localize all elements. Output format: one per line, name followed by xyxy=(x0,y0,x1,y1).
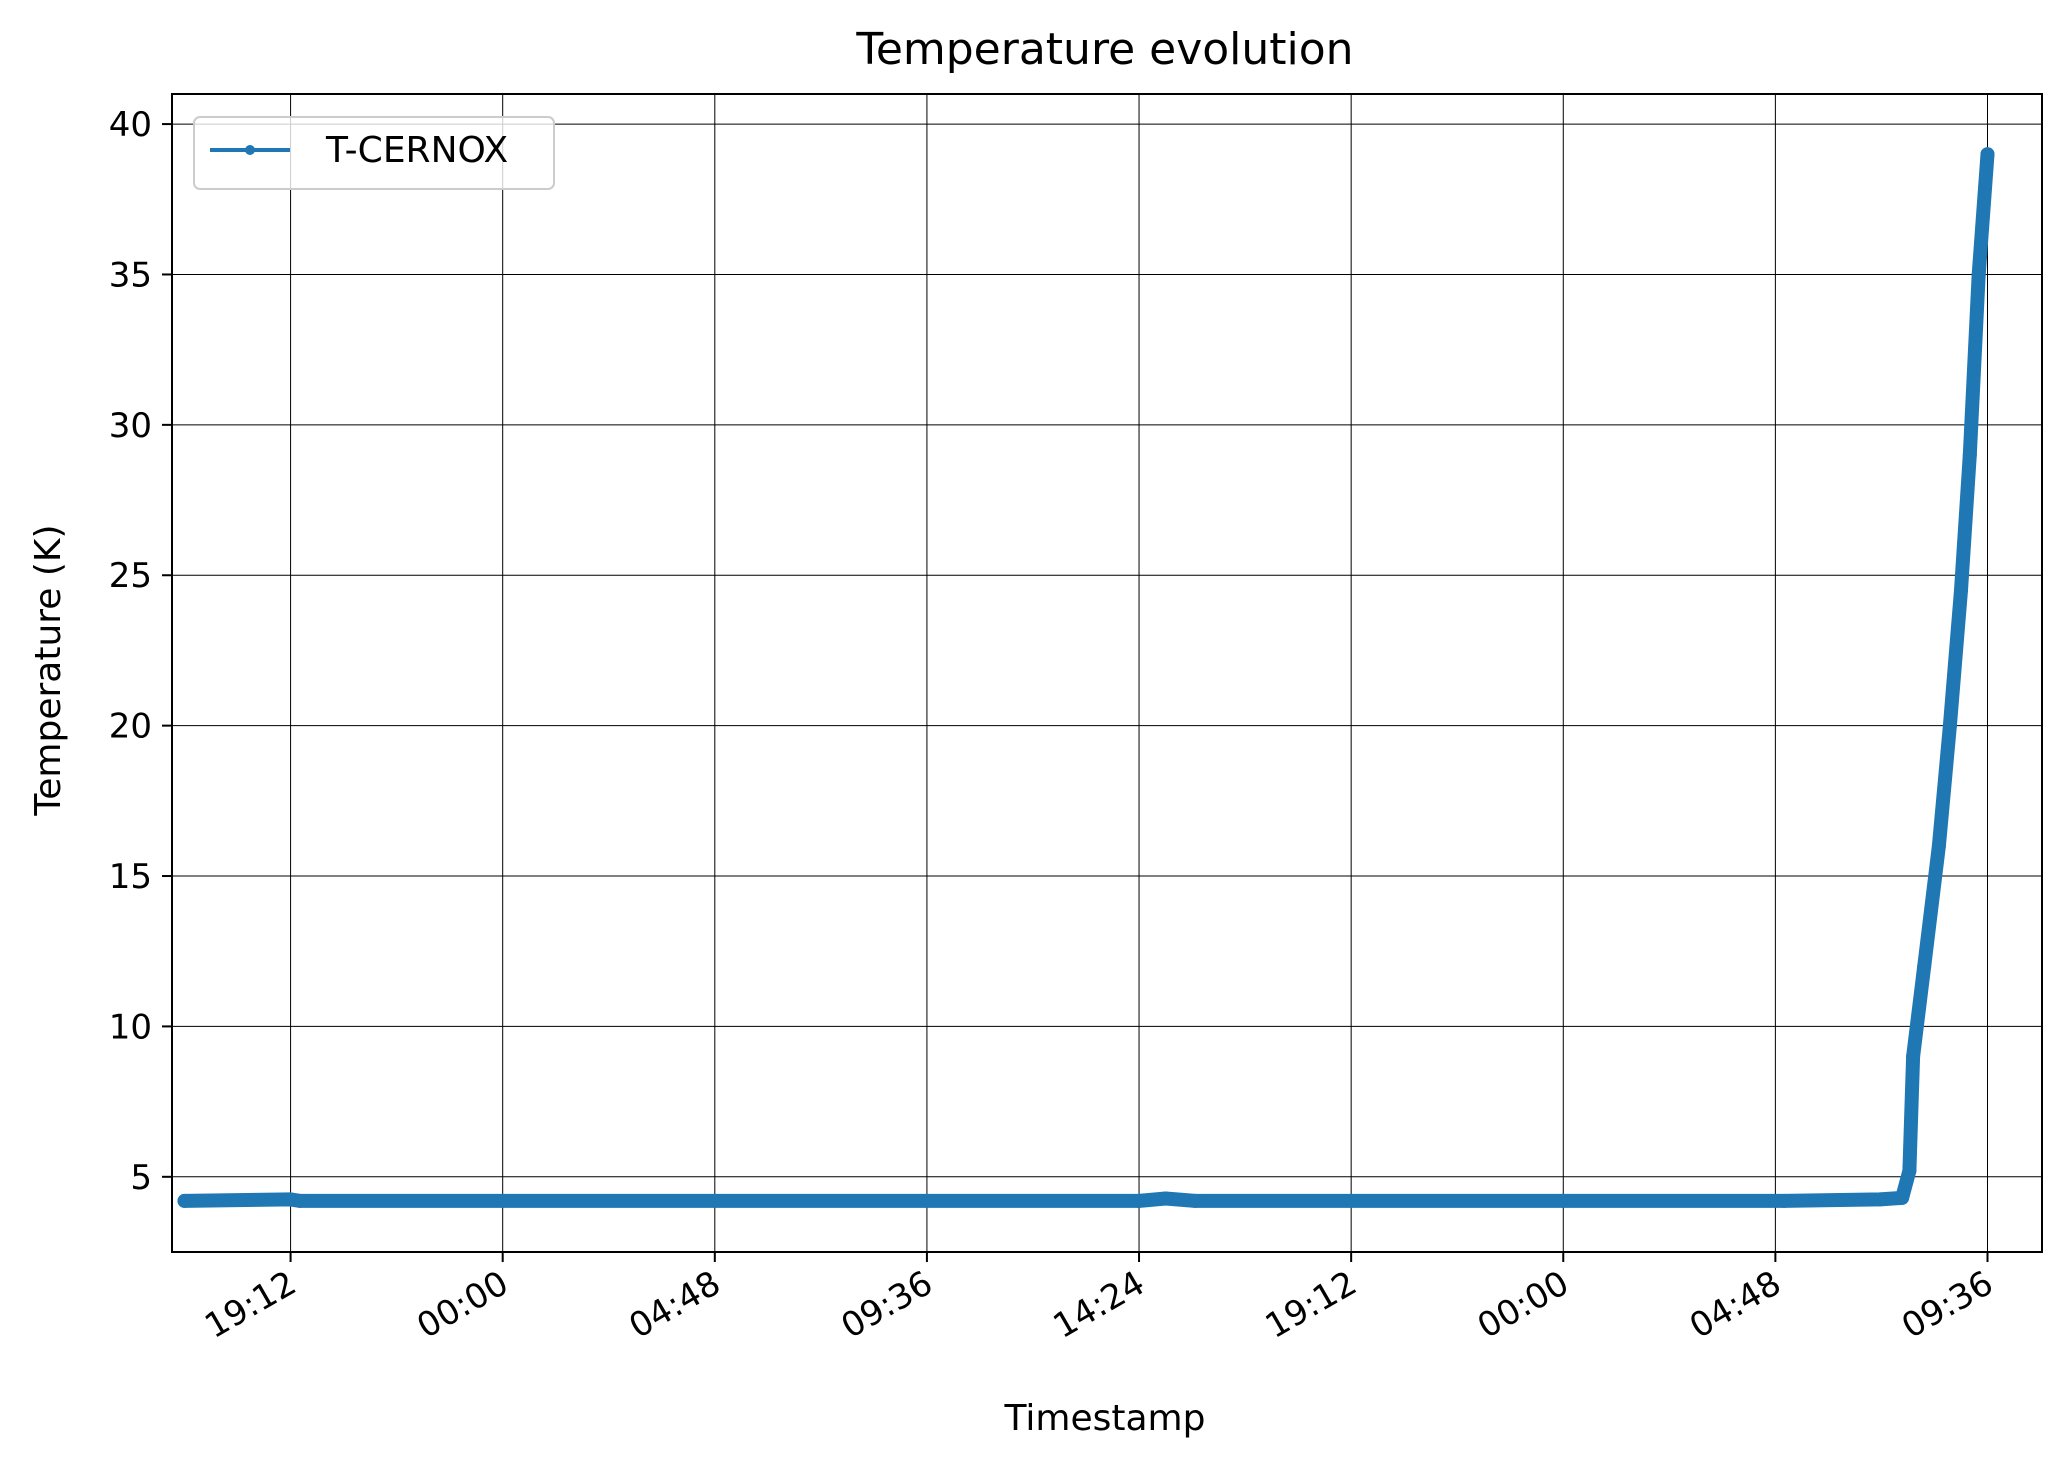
y-tick-label: 40 xyxy=(109,105,152,145)
data-point xyxy=(1906,1049,1921,1064)
y-tick-label: 20 xyxy=(109,707,152,747)
data-point xyxy=(1188,1193,1202,1208)
y-tick-label: 10 xyxy=(109,1007,152,1047)
y-axis: 5 10 15 20 25 30 35 40 xyxy=(109,105,172,1198)
y-tick-label: 35 xyxy=(109,255,152,295)
data-point xyxy=(1971,267,1986,282)
data-point xyxy=(1917,959,1932,974)
data-point xyxy=(1962,447,1977,462)
plot-area xyxy=(172,94,2042,1252)
plot-frame xyxy=(171,93,2043,1253)
legend-marker-sample xyxy=(245,145,255,155)
data-point xyxy=(1777,1193,1792,1208)
chart-title: Temperature evolution xyxy=(855,24,1353,75)
y-axis-label: Temperature (K) xyxy=(28,524,69,816)
data-point xyxy=(1895,1190,1910,1205)
y-tick-label: 15 xyxy=(109,857,152,897)
legend-box xyxy=(193,116,555,190)
series-line-0 xyxy=(177,147,1995,1208)
y-tick-label: 30 xyxy=(109,406,152,446)
data-point xyxy=(1132,1193,1146,1208)
series-layer xyxy=(177,147,1995,1208)
data-point xyxy=(1942,718,1957,733)
data-point xyxy=(1902,1163,1917,1178)
legend-entry-t-cernox: T-CERNOX xyxy=(325,130,508,171)
data-point xyxy=(1980,147,1995,162)
x-axis-label: Timestamp xyxy=(1004,1398,1206,1439)
legend: T-CERNOX xyxy=(193,116,555,190)
data-point xyxy=(177,1193,192,1208)
y-tick-label: 5 xyxy=(130,1158,152,1198)
data-point xyxy=(1158,1191,1173,1206)
data-point xyxy=(1873,1192,1887,1207)
data-point xyxy=(1931,838,1946,853)
data-point xyxy=(293,1193,308,1208)
data-point xyxy=(1954,583,1968,598)
y-tick-label: 25 xyxy=(109,556,152,596)
